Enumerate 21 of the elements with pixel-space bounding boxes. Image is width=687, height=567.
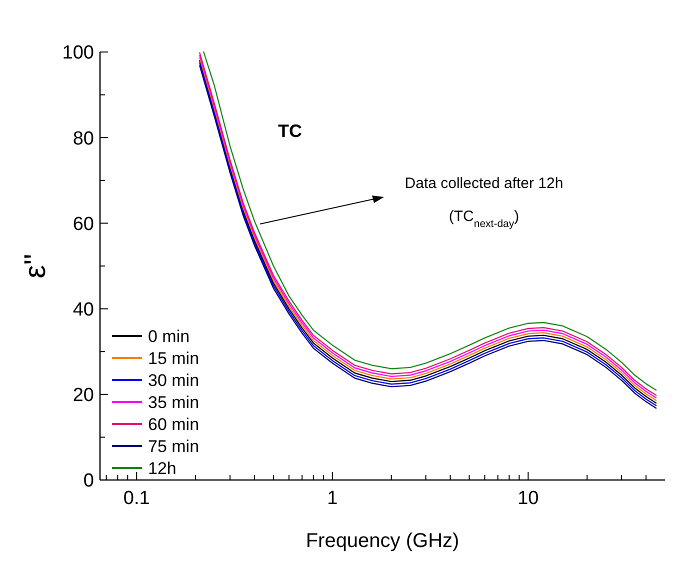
x-tick-label: 0.1 [123, 488, 150, 509]
y-tick-label: 0 [83, 470, 94, 492]
y-axis-title: ε'' [19, 254, 52, 278]
x-axis-title: Frequency (GHz) [306, 530, 460, 552]
annotation: (TC$_{next-day}$) [448, 208, 520, 230]
y-tick-label: 80 [72, 128, 94, 150]
x-tick-label: 1 [327, 488, 338, 509]
legend-label: 75 min [148, 436, 200, 456]
legend-label: 30 min [148, 370, 200, 390]
legend-label: 60 min [148, 414, 200, 434]
y-tick-label: 60 [72, 214, 94, 235]
legend-label: 12h [148, 458, 176, 478]
legend-label: 15 min [148, 348, 200, 368]
annotation: Data collected after 12h [404, 175, 564, 192]
y-tick-label: 40 [72, 299, 94, 320]
y-tick-label: 20 [72, 385, 94, 406]
legend-label: 0 min [148, 326, 190, 346]
x-tick-label: 10 [518, 488, 539, 509]
y-tick-label: 100 [62, 42, 94, 64]
annotation: TC [278, 121, 302, 141]
legend-label: 35 min [148, 392, 200, 412]
